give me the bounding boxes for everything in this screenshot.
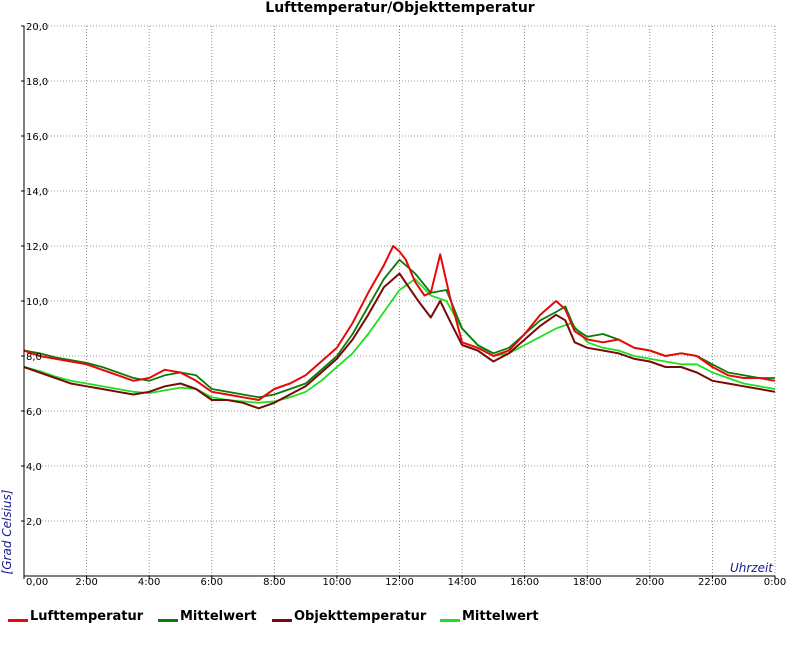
series-layer: [23, 245, 776, 410]
legend-swatch-lufttemperatur: [8, 619, 28, 622]
y-tick-label: 6,0: [26, 407, 42, 418]
x-axis-label: Uhrzeit: [730, 561, 774, 575]
legend-label-lufttemperatur: Lufttemperatur: [30, 609, 144, 624]
series-line-objekttemperatur: [23, 272, 776, 410]
y-tick-label: 2,0: [26, 517, 42, 528]
legend-label-objekttemperatur: Objekttemperatur: [294, 609, 427, 624]
y-tick-label: 12,0: [26, 242, 48, 253]
y-axis-label: [Grad Celsius]: [0, 489, 14, 574]
legend-label-mittelwert-objekt: Mittelwert: [462, 609, 539, 624]
x-tick-label: 0:00: [764, 577, 786, 588]
x-tick-label: 22:00: [698, 577, 727, 588]
y-tick-label: 8,0: [26, 352, 42, 363]
y-tick-label: 10,0: [26, 297, 48, 308]
x-tick-label: 14:00: [448, 577, 477, 588]
x-tick-label: 0,00: [26, 577, 48, 588]
legend-swatch-mittelwert-objekt: [440, 619, 460, 622]
y-tick-label: 14,0: [26, 187, 48, 198]
x-tick-label: 2:00: [75, 577, 97, 588]
x-tick-label: 8:00: [263, 577, 285, 588]
y-tick-label: 4,0: [26, 462, 42, 473]
x-tick-label: 16:00: [510, 577, 539, 588]
y-tick-label: 20,0: [26, 22, 48, 33]
x-tick-label: 6:00: [201, 577, 223, 588]
x-tick-label: 18:00: [573, 577, 602, 588]
legend-swatch-mittelwert-luft: [158, 619, 178, 622]
grid-layer: [23, 25, 776, 576]
x-tick-label: 4:00: [138, 577, 160, 588]
x-tick-label: 10:00: [323, 577, 352, 588]
series-line-mittelwert-luft: [23, 258, 775, 399]
tick-layer: 2,0 4,0 6,0 8,0 10,0 12,0 14,0 16,0 18,0 20,0 0,00…: [21, 22, 786, 588]
y-tick-label: 18,0: [26, 77, 48, 88]
y-tick-label: 16,0: [26, 132, 48, 143]
chart-title: Lufttemperatur/Objekttemperatur: [265, 0, 535, 16]
legend-label-mittelwert-luft: Mittelwert: [180, 609, 257, 624]
legend: Lufttemperatur Mittelwert Objekttemperat…: [0, 608, 800, 628]
x-tick-label: 12:00: [385, 577, 414, 588]
legend-swatch-objekttemperatur: [272, 619, 292, 622]
x-tick-label: 20:00: [635, 577, 664, 588]
series-line-lufttemperatur: [23, 245, 776, 401]
series-line-mittelwert-objekt: [23, 278, 776, 404]
